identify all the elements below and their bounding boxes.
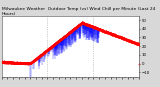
Text: Milwaukee Weather  Outdoor Temp (vs) Wind Chill per Minute (Last 24 Hours): Milwaukee Weather Outdoor Temp (vs) Wind… bbox=[2, 7, 155, 16]
